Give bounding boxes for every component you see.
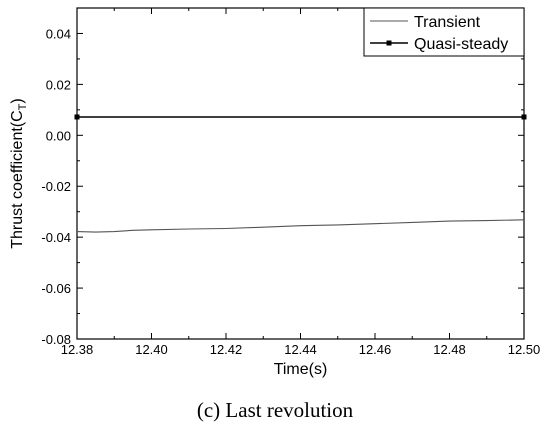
legend-label-transient: Transient [414,14,481,31]
y-axis-label-main: Thrust coefficient(C [9,110,26,248]
figure-caption: (c) Last revolution [196,398,354,422]
y-tick-label: -0.04 [41,230,71,245]
x-tick-label: 12.44 [284,342,317,357]
series-layer [74,114,527,233]
y-tick-label: -0.02 [41,179,71,194]
x-tick-label: 12.42 [210,342,243,357]
x-tick-label: 12.48 [433,342,466,357]
y-axis-label: Thrust coefficient(CT) [9,98,29,248]
y-axis-label-subscript: T [17,103,29,110]
x-axis-label: Time(s) [274,361,328,378]
chart-svg: 12.38 12.40 12.42 12.44 12.46 12.48 12.50 -0.08… [9,7,541,378]
x-tick-label: 12.50 [508,342,541,357]
x-tick-label: 12.40 [135,342,168,357]
legend-box [363,7,525,57]
x-tick-label: 12.46 [359,342,392,357]
y-tick-label: 0.04 [46,26,71,41]
y-tick-label: -0.08 [41,332,71,347]
y-tick-label: -0.06 [41,281,71,296]
y-tick-label: 0.02 [46,77,71,92]
series-marker-quasi-steady [74,114,80,120]
x-tick-label: 12.38 [61,342,94,357]
y-tick-label: 0.00 [46,128,71,143]
legend-label-quasi-steady: Quasi-steady [414,36,508,53]
plot-frame [76,7,525,340]
axes-layer: 12.38 12.40 12.42 12.44 12.46 12.48 12.50 -0.08… [41,7,541,357]
y-axis-label-close: ) [9,98,26,103]
series-line-transient [76,219,525,233]
legend-marker-quasi-steady [386,40,392,46]
series-marker-quasi-steady [521,114,527,120]
legend: Transient Quasi-steady [363,7,525,57]
